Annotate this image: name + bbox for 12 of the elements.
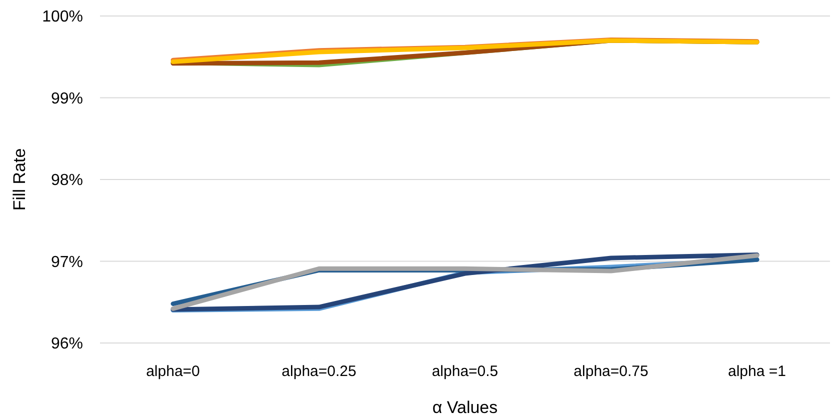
y-tick-label: 98% — [50, 172, 83, 190]
y-tick-label: 96% — [50, 336, 83, 353]
y-tick-label: 100% — [42, 8, 83, 26]
y-tick-label: 99% — [50, 90, 83, 108]
x-tick-label: alpha=0.5 — [432, 363, 498, 380]
y-axis-title: Fill Rate — [10, 148, 29, 211]
x-tick-label: alpha =1 — [728, 363, 786, 380]
x-axis-title: α Values — [432, 398, 498, 417]
y-tick-label: 97% — [50, 254, 83, 271]
x-tick-label: alpha=0.25 — [282, 363, 356, 380]
x-tick-label: alpha=0 — [146, 363, 200, 380]
x-tick-label: alpha=0.75 — [574, 363, 648, 380]
